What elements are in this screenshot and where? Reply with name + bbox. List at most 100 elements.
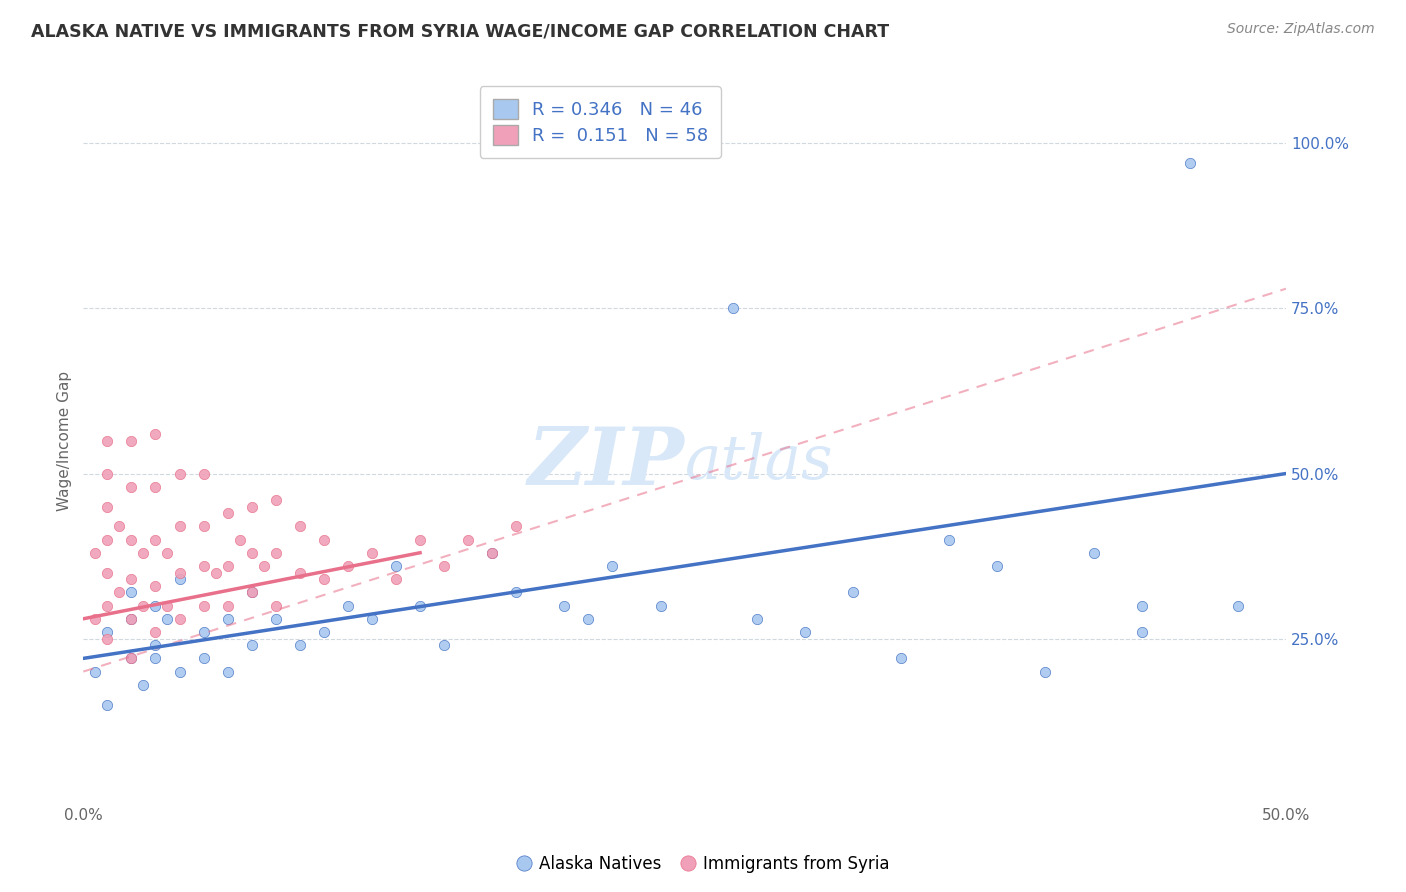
Point (193, 467, 215, 481)
Text: ZIP: ZIP (527, 424, 685, 501)
Point (120, 651, 142, 665)
Point (84, 546, 107, 560)
Point (578, 612, 600, 626)
Point (264, 612, 287, 626)
Point (240, 585, 263, 599)
Y-axis label: Wage/Income Gap: Wage/Income Gap (58, 370, 72, 510)
Point (217, 558, 239, 573)
Point (145, 599, 167, 613)
Point (481, 546, 503, 560)
Point (156, 599, 179, 613)
Point (132, 678, 155, 692)
Point (132, 546, 155, 560)
Point (84, 665, 107, 679)
Point (193, 624, 215, 639)
Point (193, 651, 215, 665)
Point (96, 434, 118, 448)
Point (457, 533, 479, 547)
Point (312, 572, 335, 586)
Point (96, 624, 118, 639)
Point (433, 638, 456, 652)
Point (145, 533, 167, 547)
Point (217, 665, 239, 679)
Point (986, 558, 1008, 573)
Point (602, 558, 624, 573)
Point (288, 638, 311, 652)
Point (193, 558, 215, 573)
Point (217, 506, 239, 520)
Point (481, 546, 503, 560)
Point (169, 467, 191, 481)
Point (120, 585, 142, 599)
Point (108, 519, 131, 533)
Point (721, 301, 744, 316)
Point (169, 572, 191, 586)
Point (217, 612, 239, 626)
Point (553, 599, 575, 613)
Point (842, 585, 865, 599)
Point (193, 599, 215, 613)
Point (120, 651, 142, 665)
Point (409, 599, 432, 613)
Point (312, 533, 335, 547)
Text: Source: ZipAtlas.com: Source: ZipAtlas.com (1227, 22, 1375, 37)
Point (96, 467, 118, 481)
Point (312, 624, 335, 639)
Point (1035, 665, 1057, 679)
Point (505, 585, 527, 599)
Point (1226, 599, 1249, 613)
Point (253, 558, 276, 573)
Point (228, 533, 250, 547)
Point (505, 519, 527, 533)
Point (1130, 599, 1153, 613)
Point (145, 579, 167, 593)
Point (217, 599, 239, 613)
Point (745, 612, 768, 626)
Legend: R = 0.346   N = 46, R =  0.151   N = 58: R = 0.346 N = 46, R = 0.151 N = 58 (479, 87, 721, 158)
Point (145, 426, 167, 441)
Text: atlas: atlas (685, 433, 834, 492)
Point (96, 500, 118, 514)
Point (120, 533, 142, 547)
Point (120, 480, 142, 494)
Point (1178, 156, 1201, 170)
Point (385, 558, 408, 573)
Point (240, 585, 263, 599)
Point (96, 632, 118, 646)
Point (145, 651, 167, 665)
Point (169, 566, 191, 580)
Point (132, 599, 155, 613)
Point (264, 492, 287, 507)
Point (145, 638, 167, 652)
Point (84, 612, 107, 626)
Point (96, 566, 118, 580)
Point (145, 480, 167, 494)
Point (193, 519, 215, 533)
Point (96, 599, 118, 613)
Point (169, 519, 191, 533)
Point (793, 624, 815, 639)
Point (1130, 624, 1153, 639)
Point (156, 546, 179, 560)
Point (409, 533, 432, 547)
Point (938, 533, 960, 547)
Legend: Alaska Natives, Immigrants from Syria: Alaska Natives, Immigrants from Syria (510, 848, 896, 880)
Point (169, 612, 191, 626)
Point (120, 572, 142, 586)
Point (890, 651, 912, 665)
Point (120, 434, 142, 448)
Point (288, 519, 311, 533)
Point (240, 638, 263, 652)
Point (120, 612, 142, 626)
Point (204, 566, 226, 580)
Point (288, 566, 311, 580)
Text: ALASKA NATIVE VS IMMIGRANTS FROM SYRIA WAGE/INCOME GAP CORRELATION CHART: ALASKA NATIVE VS IMMIGRANTS FROM SYRIA W… (31, 22, 889, 40)
Point (240, 500, 263, 514)
Point (96, 698, 118, 712)
Point (433, 558, 456, 573)
Point (264, 599, 287, 613)
Point (240, 546, 263, 560)
Point (361, 546, 384, 560)
Point (650, 599, 672, 613)
Point (385, 572, 408, 586)
